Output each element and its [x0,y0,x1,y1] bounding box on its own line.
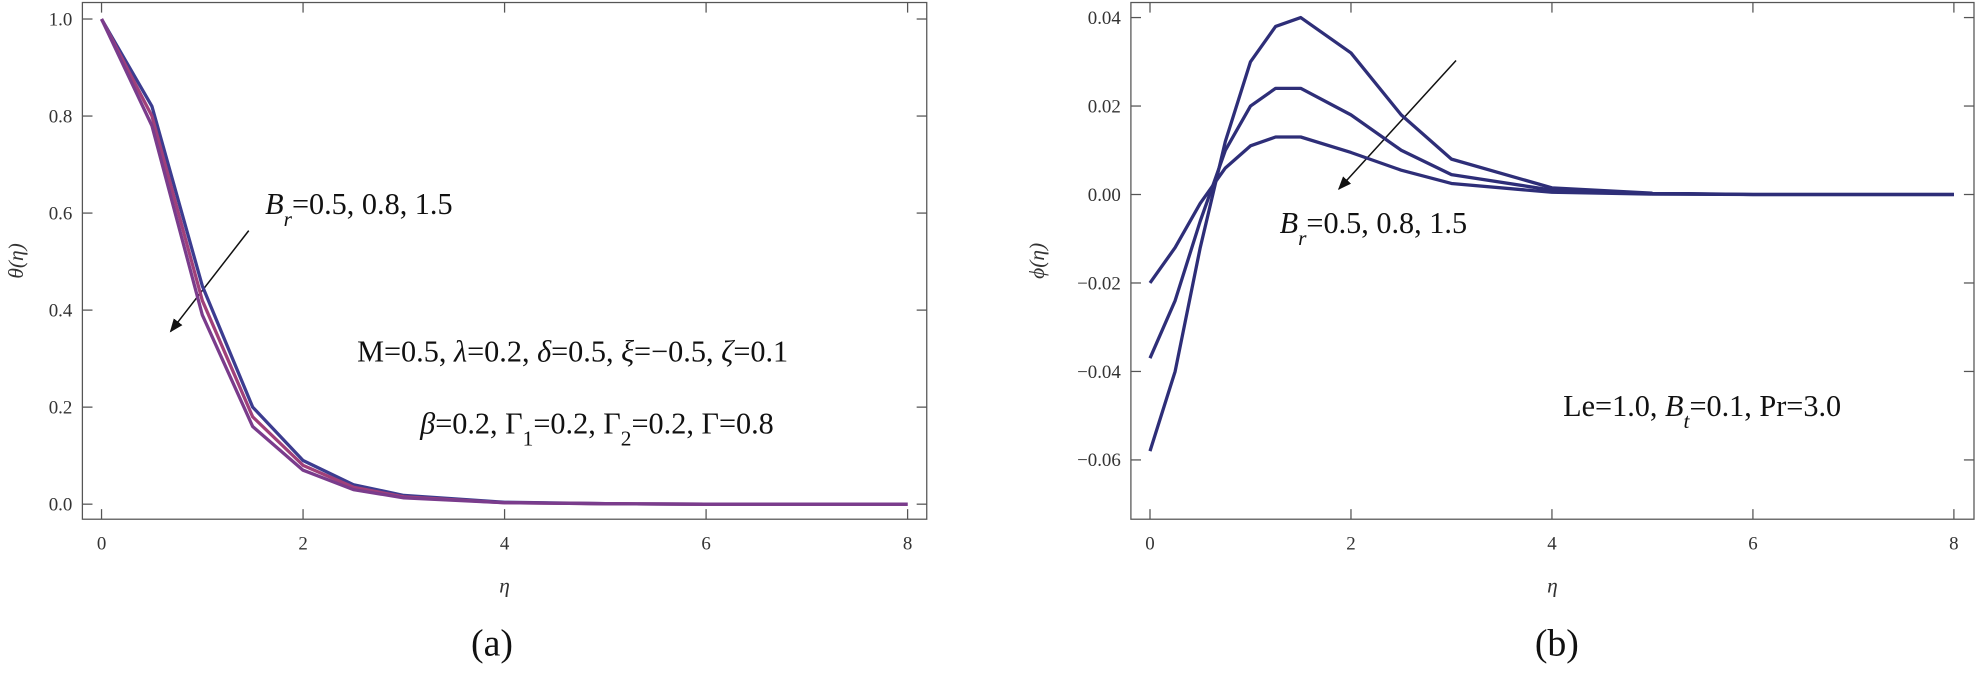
x-axis-label: η [1547,573,1558,597]
caption: (b) [1535,622,1579,664]
x-tick-label: 2 [1346,533,1355,554]
arrow [169,230,250,333]
annotation-part: r [1298,226,1307,250]
annotation: M=0.5, λ=0.2, δ=0.5, ξ=−0.5, ζ=0.1 [357,335,788,369]
y-tick-label: 0.8 [49,106,73,127]
annotation-part: δ [537,335,552,369]
x-tick-label: 6 [701,533,710,554]
line-series [1148,86,1954,359]
plot-frame [81,1,928,520]
annotation-part: =0.5, 0.8, 1.5 [292,187,453,221]
x-tick-label: 4 [1547,533,1557,554]
y-tick-label: −0.04 [1077,362,1121,383]
annotation: β=0.2, Γ1=0.2, Γ2=0.2, Γ=0.8 [419,407,774,451]
annotation-part: 1 [523,427,534,451]
y-axis-label: θ(η) [4,243,28,278]
x-axis-label: η [499,573,510,597]
y-tick-label: −0.02 [1077,273,1121,294]
annotation-part: B [265,187,283,221]
x-tick-label: 2 [298,533,307,554]
annotation-part: =0.2, Γ=0.8 [632,407,774,441]
annotation-part: 2 [621,427,632,451]
annotation-part: B [1280,206,1298,240]
line-series [100,18,908,506]
caption: (a) [471,622,513,664]
y-axis-label: ϕ(η) [1025,243,1049,279]
y-tick-label: 0.04 [1088,8,1122,29]
annotation-part: =0.1, Pr=3.0 [1689,389,1841,423]
annotation-part: t [1683,409,1690,433]
annotation-part: β [419,407,436,441]
annotation-part: B [1665,389,1683,423]
annotation-part: =0.2, [467,335,537,369]
annotation-part: Le=1.0, [1563,389,1665,423]
x-tick-label: 4 [500,533,510,554]
annotation-part: =0.5, 0.8, 1.5 [1306,206,1467,240]
annotation-part: =−0.5, [634,335,721,369]
annotation-part: =0.5, [551,335,621,369]
line-series [1148,135,1954,284]
annotation-part: λ [453,335,467,369]
x-tick-label: 0 [97,533,106,554]
annotation-part: =0.1 [733,335,788,369]
y-tick-label: 0.4 [49,300,73,321]
y-tick-label: 1.0 [49,9,73,30]
annotation-part: ζ [721,335,735,369]
arrow [1337,59,1457,191]
annotation: Br=0.5, 0.8, 1.5 [265,187,452,231]
annotation-part: =0.2, Γ [435,407,522,441]
y-tick-label: 0.6 [49,203,73,224]
x-tick-label: 6 [1748,533,1757,554]
x-tick-label: 0 [1145,533,1154,554]
plot-frame [1130,1,1975,520]
y-tick-label: 0.00 [1088,185,1121,206]
annotation-part: =0.2, Γ [533,407,620,441]
y-tick-label: 0.02 [1088,96,1121,117]
y-tick-label: 0.2 [49,397,73,418]
y-tick-label: 0.0 [49,494,73,515]
x-tick-label: 8 [903,533,912,554]
line-series [1148,15,1954,452]
annotation-part: r [284,207,293,231]
annotation-part: ξ [621,335,634,369]
y-tick-label: −0.06 [1077,450,1121,471]
annotation: Br=0.5, 0.8, 1.5 [1280,206,1467,250]
annotation-part: M=0.5, [357,335,454,369]
annotation: Le=1.0, Bt=0.1, Pr=3.0 [1563,389,1841,433]
x-tick-label: 8 [1949,533,1958,554]
